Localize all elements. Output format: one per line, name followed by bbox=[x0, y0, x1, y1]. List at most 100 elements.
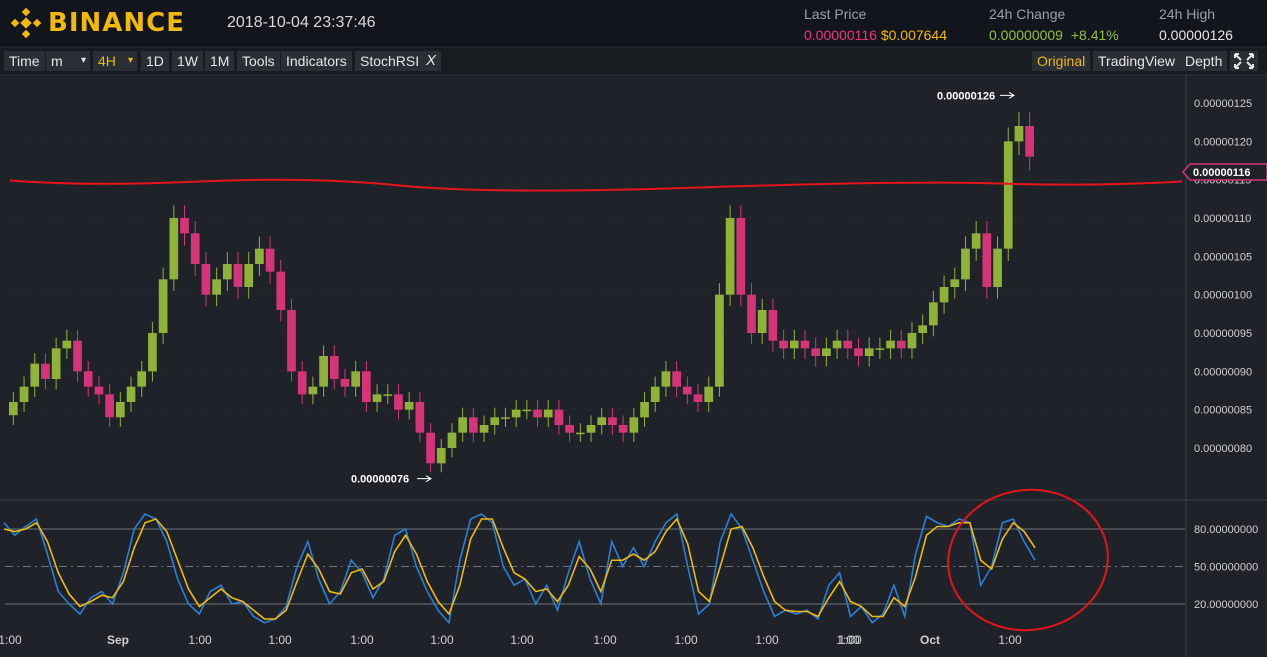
change-percent: +8.41% bbox=[1070, 27, 1119, 43]
candle-body bbox=[340, 379, 350, 387]
stat-value: 0.00000009 +8.41% bbox=[989, 27, 1119, 43]
candle-body bbox=[971, 233, 981, 249]
candle-body bbox=[586, 425, 596, 433]
interval-4h-select[interactable]: 4H ▾ bbox=[93, 51, 137, 71]
time-axis-label: 1:00 bbox=[0, 633, 22, 647]
low-marker-label: 0.00000076 bbox=[351, 474, 409, 486]
fullscreen-button[interactable] bbox=[1230, 51, 1258, 71]
candle-body bbox=[212, 279, 221, 295]
candlestick-chart[interactable]: 0.000001250.000001200.000001150.00000110… bbox=[0, 74, 1267, 657]
time-axis-label: 1:00 bbox=[350, 633, 374, 647]
candle-body bbox=[180, 218, 189, 234]
high-value: 0.00000126 bbox=[1159, 27, 1233, 43]
candle-body bbox=[929, 302, 938, 326]
candle-body bbox=[276, 271, 286, 310]
stat-value: 0.00000116 $0.007644 bbox=[804, 27, 947, 43]
candle-body bbox=[233, 264, 243, 287]
candle-body bbox=[715, 294, 724, 387]
interval-1w-button[interactable]: 1W bbox=[172, 51, 203, 71]
candle-body bbox=[265, 248, 275, 272]
candle-body bbox=[436, 448, 446, 464]
high-marker-arrow bbox=[1000, 91, 1015, 99]
candle-body bbox=[469, 417, 478, 433]
candle-body bbox=[950, 279, 960, 287]
price-axis-label: 0.00000105 bbox=[1194, 251, 1252, 263]
current-price-label: 0.00000116 bbox=[1193, 167, 1251, 179]
top-header: BINANCE 2018-10-04 23:37:46 Last Price 0… bbox=[0, 0, 1267, 46]
candle-body bbox=[362, 371, 371, 402]
stat-label: Last Price bbox=[804, 6, 867, 22]
candle-body bbox=[351, 371, 361, 387]
candle-body bbox=[41, 363, 50, 379]
candle-body bbox=[822, 348, 831, 356]
time-axis-label: Sep bbox=[107, 633, 129, 647]
price-axis-label: 0.00000080 bbox=[1194, 443, 1252, 455]
candle-body bbox=[875, 348, 885, 350]
stoch-axis-label: 20.00000000 bbox=[1194, 599, 1258, 611]
depth-button[interactable]: Depth bbox=[1180, 51, 1228, 71]
candle-body bbox=[800, 340, 810, 349]
indicators-button[interactable]: Indicators bbox=[281, 51, 352, 71]
stat-value: 0.00000126 bbox=[1159, 27, 1233, 43]
chart-area[interactable]: 0.000001250.000001200.000001150.00000110… bbox=[0, 74, 1267, 657]
stochrsi-indicator[interactable]: StochRSI X bbox=[355, 51, 441, 71]
candle-body bbox=[779, 340, 788, 349]
interval-1m-button[interactable]: 1M bbox=[205, 51, 235, 71]
candle-body bbox=[661, 371, 671, 387]
time-axis-label: 1:00 bbox=[188, 633, 212, 647]
candle-body bbox=[886, 340, 895, 349]
candle-body bbox=[222, 264, 232, 280]
candle-body bbox=[693, 394, 703, 402]
tradingview-button[interactable]: TradingView bbox=[1093, 51, 1181, 71]
minute-select[interactable]: m ▾ bbox=[46, 51, 90, 71]
binance-logo[interactable]: BINANCE bbox=[10, 7, 185, 39]
close-icon[interactable]: X bbox=[425, 52, 436, 69]
candle-body bbox=[458, 417, 468, 433]
chart-toolbar: Time m ▾ 4H ▾ 1D 1W 1M Tools Indicators … bbox=[0, 48, 1267, 74]
stat-last-price: Last Price 0.00000116 $0.007644 bbox=[804, 6, 947, 43]
candle-body bbox=[329, 356, 339, 379]
stoch-d-line bbox=[3, 517, 1036, 620]
time-button[interactable]: Time bbox=[4, 51, 45, 71]
time-axis-label: 1:00 bbox=[593, 633, 617, 647]
candle-body bbox=[640, 402, 649, 418]
candle-body bbox=[415, 402, 425, 433]
candle-body bbox=[629, 417, 639, 433]
time-axis-label: 1:00 bbox=[268, 633, 292, 647]
candle-body bbox=[73, 340, 82, 372]
stat-24h-high: 24h High 0.00000126 bbox=[1159, 6, 1233, 43]
candle-body bbox=[832, 340, 842, 349]
candle-body bbox=[672, 371, 681, 387]
last-price-value: 0.00000116 bbox=[804, 27, 877, 43]
candle-body bbox=[19, 386, 29, 402]
candle-body bbox=[244, 264, 254, 287]
time-axis-label: 1:00 bbox=[755, 633, 779, 647]
candle-body bbox=[426, 432, 435, 464]
candle-body bbox=[158, 279, 168, 333]
last-price-usd: $0.007644 bbox=[880, 27, 948, 43]
stat-label: 24h Change bbox=[989, 6, 1066, 22]
candle-body bbox=[51, 348, 61, 379]
candle-body bbox=[319, 356, 328, 387]
candle-body bbox=[137, 371, 147, 387]
candle-body bbox=[961, 248, 970, 280]
time-axis-label: 1:00 bbox=[430, 633, 454, 647]
candle-body bbox=[394, 394, 403, 410]
stoch-axis-label: 50.00000000 bbox=[1194, 562, 1258, 574]
price-axis-label: 0.00000120 bbox=[1194, 136, 1252, 148]
chevron-down-icon: ▾ bbox=[80, 55, 86, 66]
candle-body bbox=[1025, 126, 1034, 157]
original-view-button[interactable]: Original bbox=[1032, 51, 1091, 71]
candle-body bbox=[169, 218, 179, 280]
candle-body bbox=[843, 340, 853, 349]
price-axis-label: 0.00000090 bbox=[1194, 366, 1252, 378]
interval-1d-button[interactable]: 1D bbox=[141, 51, 169, 71]
candle-body bbox=[757, 310, 767, 333]
tools-button[interactable]: Tools bbox=[237, 51, 280, 71]
stat-label: 24h High bbox=[1159, 6, 1216, 22]
candle-body bbox=[511, 409, 521, 418]
candle-body bbox=[704, 386, 714, 402]
candle-body bbox=[597, 417, 607, 425]
candle-body bbox=[501, 417, 510, 419]
candle-body bbox=[287, 310, 296, 372]
